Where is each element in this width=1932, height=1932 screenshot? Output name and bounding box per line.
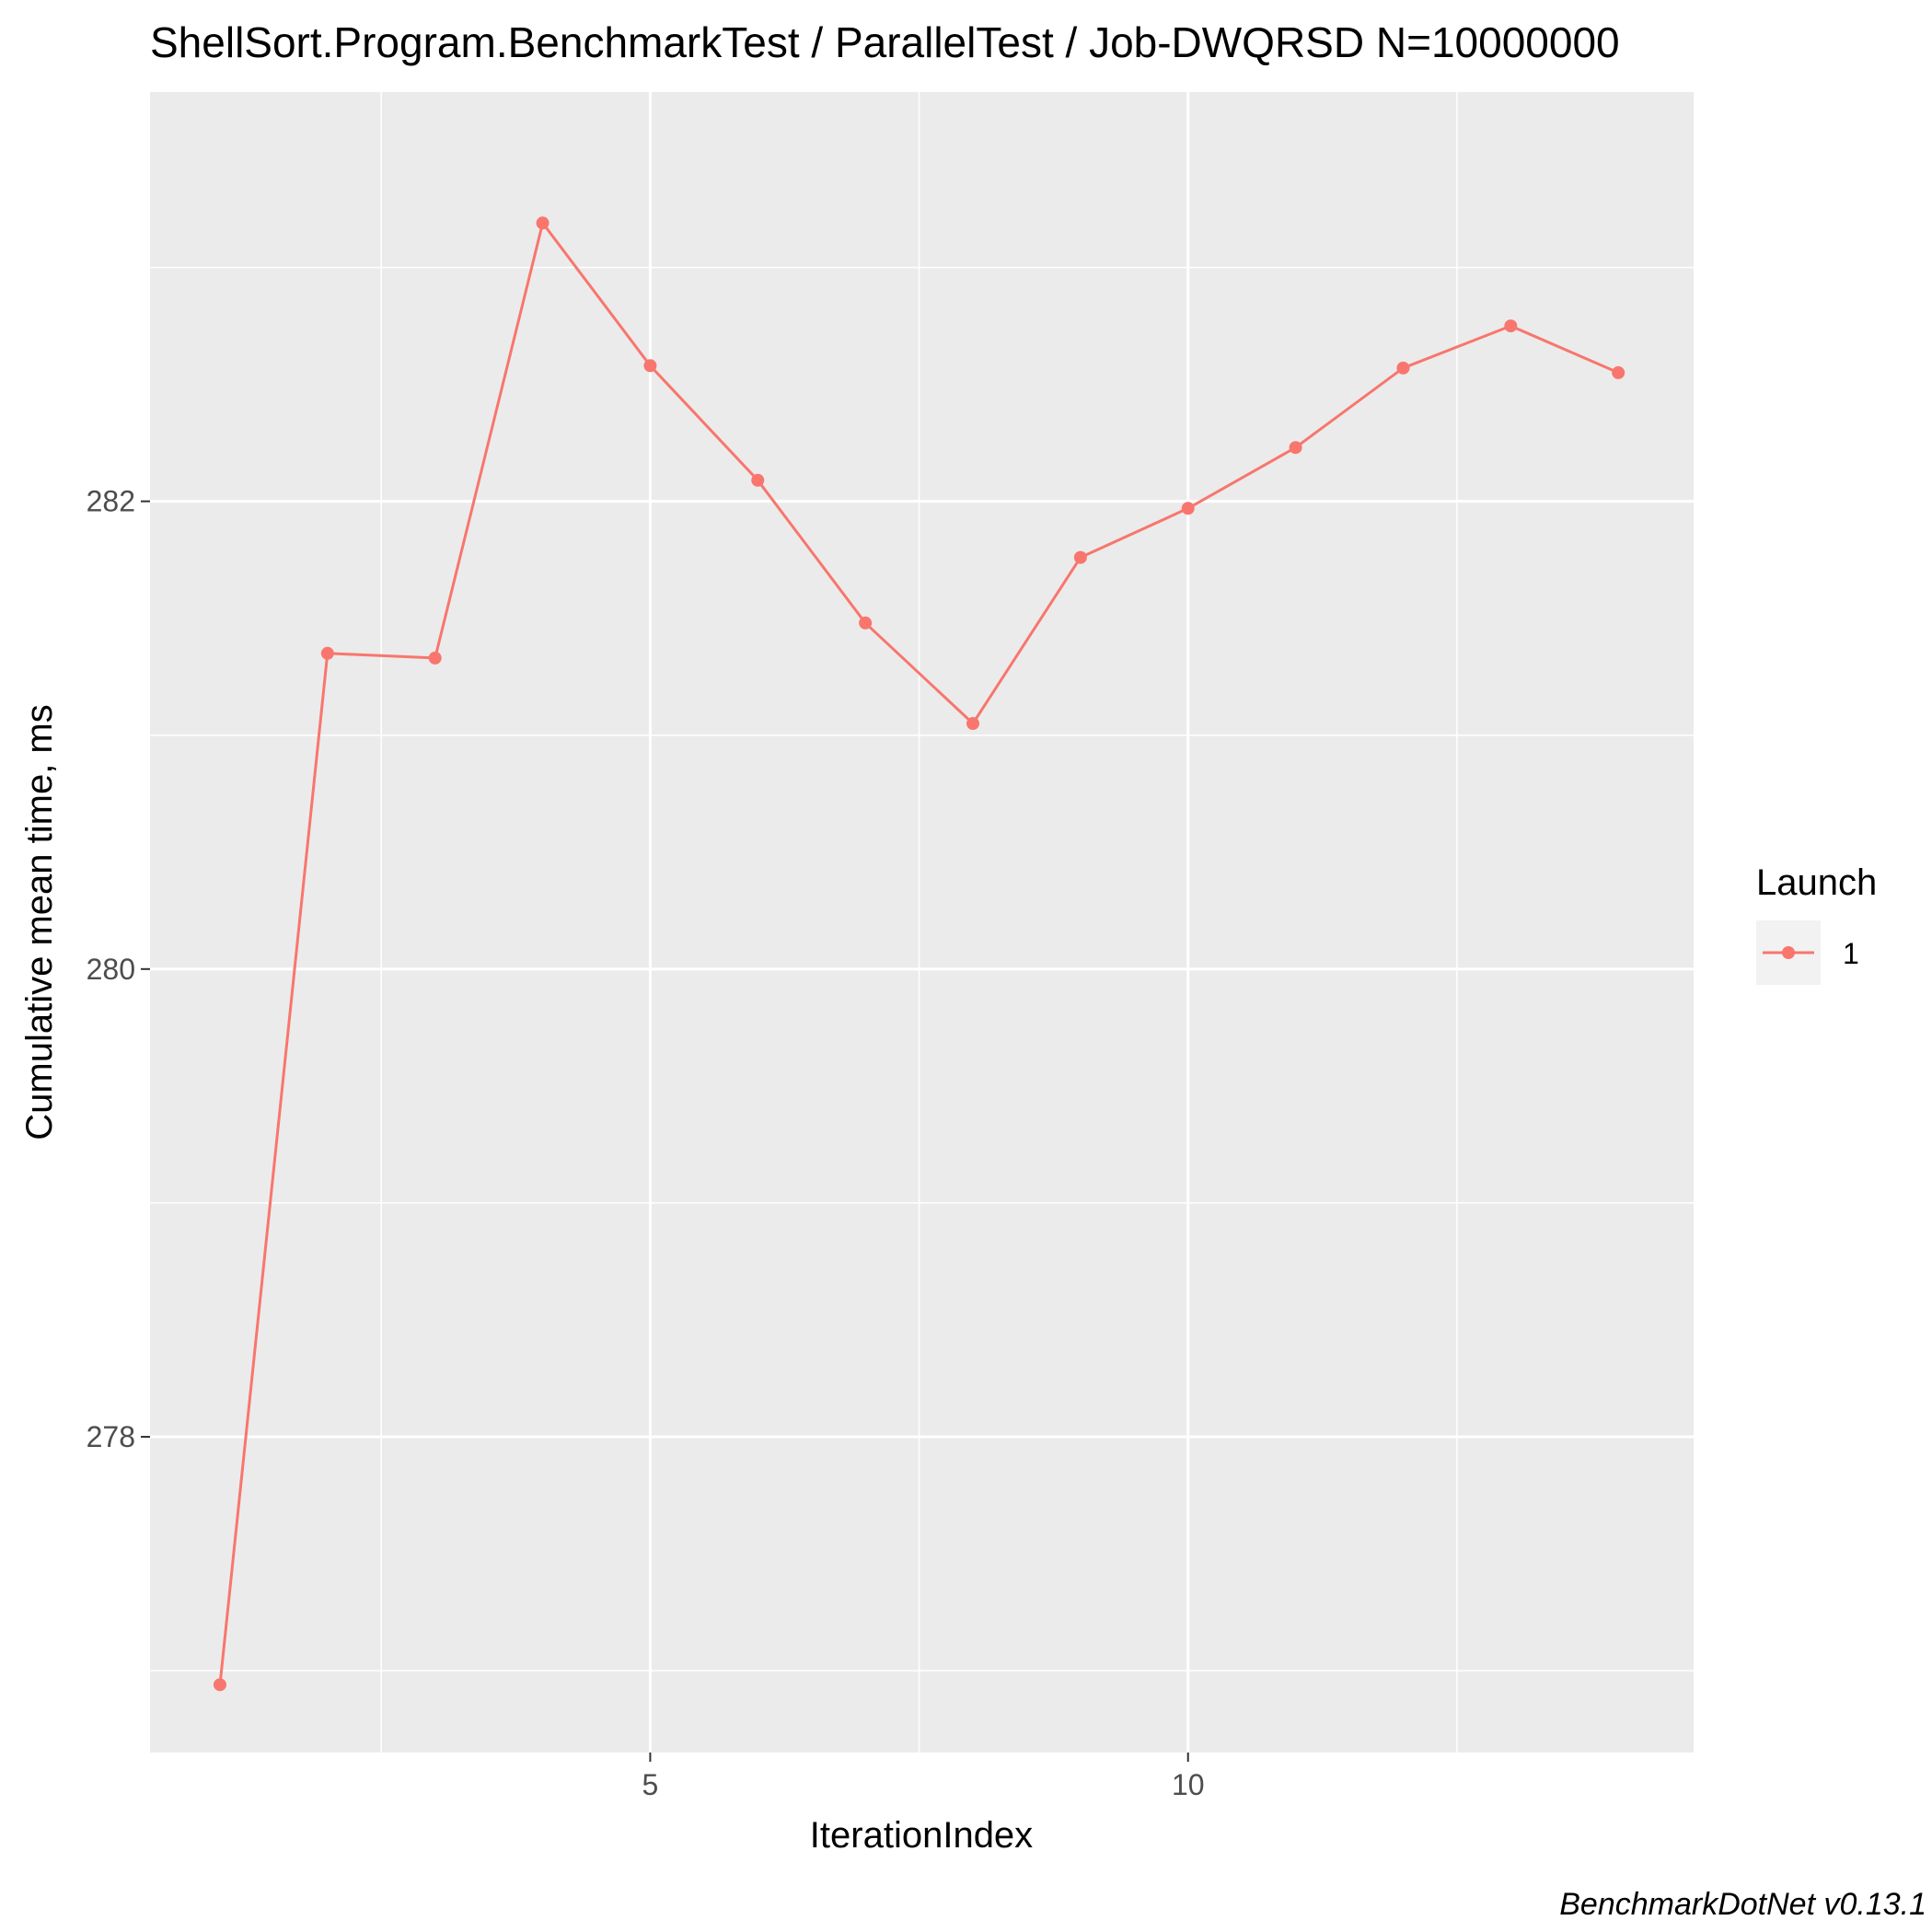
data-point	[1504, 319, 1518, 333]
y-axis-title: Cumulative mean time, ms	[19, 704, 60, 1140]
caption: BenchmarkDotNet v0.13.1	[1559, 1887, 1926, 1922]
data-point	[1396, 361, 1410, 375]
x-tick-label: 5	[642, 1768, 659, 1801]
data-point	[1289, 441, 1302, 455]
x-axis: 5 10	[642, 1753, 1205, 1801]
data-point	[428, 651, 442, 665]
plot-panel	[150, 92, 1694, 1753]
data-point	[1181, 502, 1195, 515]
minor-vertical-gridlines	[380, 92, 1458, 1753]
data-point	[1612, 365, 1625, 379]
series-line-launch-1	[218, 221, 1619, 1685]
data-point	[320, 646, 334, 660]
data-point	[966, 717, 980, 731]
y-axis: 278 280 282	[87, 485, 150, 1453]
y-tick-label: 278	[87, 1420, 135, 1453]
data-point	[536, 216, 550, 230]
data-point	[213, 1678, 226, 1692]
data-point	[1073, 550, 1087, 564]
legend: Launch 1	[1756, 862, 1877, 985]
x-tick-label: 10	[1172, 1768, 1205, 1801]
chart-title: ShellSort.Program.BenchmarkTest / Parall…	[150, 18, 1620, 66]
x-axis-title: IterationIndex	[810, 1815, 1033, 1856]
series-layer	[213, 216, 1625, 1692]
data-point	[643, 359, 657, 373]
y-tick-label: 280	[87, 953, 135, 986]
legend-key-point	[1782, 946, 1795, 959]
legend-label-launch-1: 1	[1843, 937, 1859, 970]
legend-title: Launch	[1756, 862, 1877, 903]
minor-horizontal-gridlines	[150, 266, 1694, 1672]
data-point	[751, 473, 765, 487]
major-horizontal-gridlines	[150, 500, 1694, 1439]
plot-background	[150, 92, 1694, 1753]
y-tick-label: 282	[87, 485, 135, 518]
data-point	[859, 616, 873, 630]
